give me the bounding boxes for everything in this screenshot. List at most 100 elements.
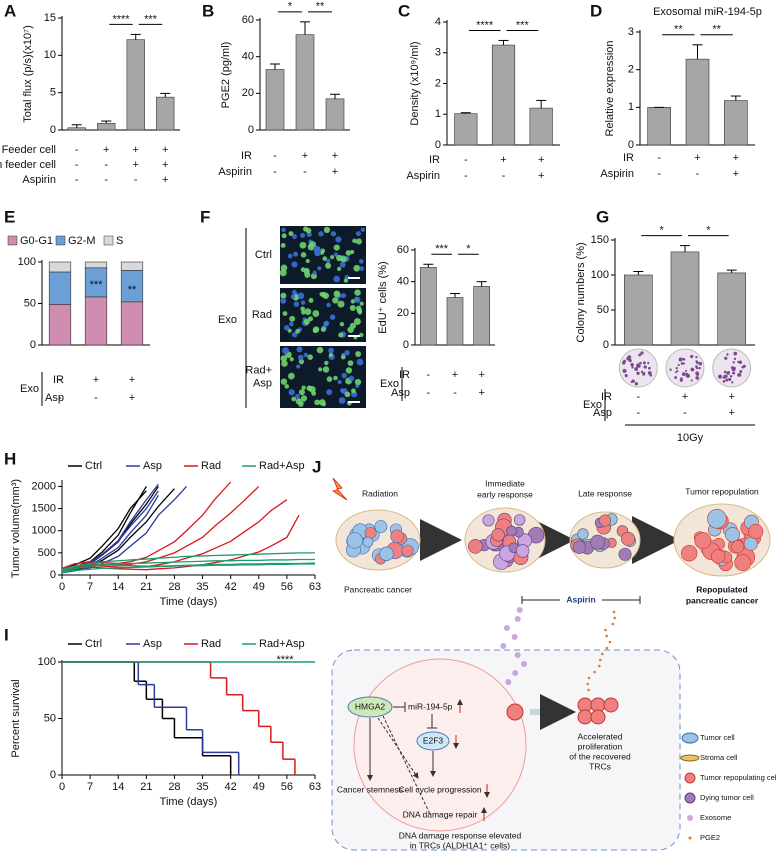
nucleus bbox=[359, 332, 364, 338]
significance-label: * bbox=[466, 243, 471, 255]
trc-icon bbox=[506, 703, 524, 721]
caption: DNA damage response elevated bbox=[399, 830, 522, 840]
caption: in TRCs (ALDH1A1⁺ cells) bbox=[410, 840, 510, 850]
nucleus bbox=[321, 402, 326, 407]
cell bbox=[618, 547, 632, 561]
y-tick-label: 1000 bbox=[32, 525, 56, 537]
nucleus bbox=[300, 252, 307, 258]
legend-label: S bbox=[116, 235, 123, 247]
legend-icon bbox=[684, 772, 696, 784]
bar-segment bbox=[48, 304, 72, 346]
stage-label: Repopulated bbox=[696, 584, 747, 594]
panel-letter: H bbox=[4, 449, 16, 468]
cell bbox=[346, 532, 363, 549]
colony bbox=[681, 372, 686, 377]
condition-sign: + bbox=[538, 170, 544, 182]
nucleus bbox=[325, 262, 332, 269]
x-tick-label: 35 bbox=[196, 581, 208, 593]
legend-label: Ctrl bbox=[85, 460, 102, 472]
panel-letter: B bbox=[202, 1, 214, 20]
lightning-icon bbox=[331, 477, 348, 501]
nucleus bbox=[279, 269, 287, 277]
nucleus bbox=[296, 364, 301, 369]
nucleus bbox=[359, 301, 364, 306]
condition-sign: + bbox=[332, 166, 338, 178]
colony bbox=[648, 366, 651, 370]
bar bbox=[126, 39, 145, 131]
exosome bbox=[516, 607, 523, 613]
nucleus bbox=[326, 376, 333, 382]
nucleus bbox=[280, 297, 287, 304]
nucleus bbox=[358, 259, 364, 264]
node-label: miR-194-5p bbox=[408, 701, 453, 711]
nucleus bbox=[345, 250, 352, 256]
nucleus bbox=[298, 359, 305, 365]
stage-label: Tumor repopulation bbox=[685, 486, 759, 496]
nucleus bbox=[347, 360, 354, 367]
nucleus bbox=[353, 318, 361, 326]
colony bbox=[729, 375, 733, 378]
exosome bbox=[503, 625, 510, 631]
condition-sign: - bbox=[464, 154, 468, 166]
nucleus bbox=[280, 242, 286, 248]
condition-sign: + bbox=[133, 159, 139, 171]
stage-label: early response bbox=[477, 489, 533, 499]
condition-sign: - bbox=[94, 392, 98, 404]
nucleus bbox=[288, 389, 295, 396]
y-axis-label: Total flux (p/s)(x10⁷) bbox=[22, 25, 34, 123]
condition-label: IR bbox=[399, 369, 410, 381]
nucleus bbox=[330, 231, 337, 237]
nucleus bbox=[312, 310, 320, 317]
x-tick-label: 14 bbox=[112, 781, 124, 793]
pge2 bbox=[599, 658, 602, 662]
colony bbox=[678, 357, 683, 362]
nucleus bbox=[354, 378, 362, 386]
nucleus bbox=[338, 397, 346, 404]
cell bbox=[379, 546, 394, 561]
nucleus bbox=[336, 254, 343, 262]
condition-label: IR bbox=[53, 374, 64, 386]
colony bbox=[682, 357, 686, 361]
nucleus bbox=[289, 315, 296, 322]
cell bbox=[401, 544, 414, 557]
colony bbox=[675, 367, 678, 370]
bar bbox=[670, 251, 700, 346]
colony bbox=[690, 354, 694, 359]
significance-label: *** bbox=[516, 19, 530, 31]
condition-sign: + bbox=[728, 407, 734, 419]
nucleus bbox=[293, 251, 298, 257]
condition-sign: - bbox=[426, 369, 430, 381]
nucleus bbox=[317, 266, 322, 271]
bar bbox=[97, 122, 116, 131]
bar bbox=[446, 297, 464, 346]
exosome bbox=[514, 616, 521, 622]
colony bbox=[636, 371, 640, 375]
condition-label: Asp bbox=[593, 407, 612, 419]
x-tick-label: 49 bbox=[253, 781, 265, 793]
condition-sign: - bbox=[104, 159, 108, 171]
line bbox=[61, 514, 300, 573]
stage-label: Late response bbox=[578, 488, 632, 498]
condition-sign: + bbox=[162, 159, 168, 171]
y-axis-label: PGE2 (pg/ml) bbox=[220, 42, 232, 109]
colony bbox=[624, 374, 628, 378]
nucleus bbox=[360, 227, 365, 232]
condition-sign: + bbox=[332, 150, 338, 162]
panel-letter: D bbox=[590, 1, 602, 20]
colony bbox=[674, 371, 677, 374]
pge2 bbox=[601, 652, 604, 656]
nucleus bbox=[289, 321, 294, 327]
legend-label: G0-G1 bbox=[20, 235, 53, 247]
y-tick-label: 40 bbox=[242, 51, 254, 63]
y-tick-label: 20 bbox=[397, 307, 409, 319]
condition-label: IR bbox=[623, 152, 634, 164]
colony bbox=[642, 372, 646, 376]
y-tick-label: 10 bbox=[44, 49, 56, 61]
pge2 bbox=[605, 646, 609, 650]
colony bbox=[669, 368, 672, 371]
pge2 bbox=[598, 664, 601, 668]
condition-sign: - bbox=[657, 152, 661, 164]
condition-sign: + bbox=[478, 369, 484, 381]
cell bbox=[694, 532, 712, 550]
